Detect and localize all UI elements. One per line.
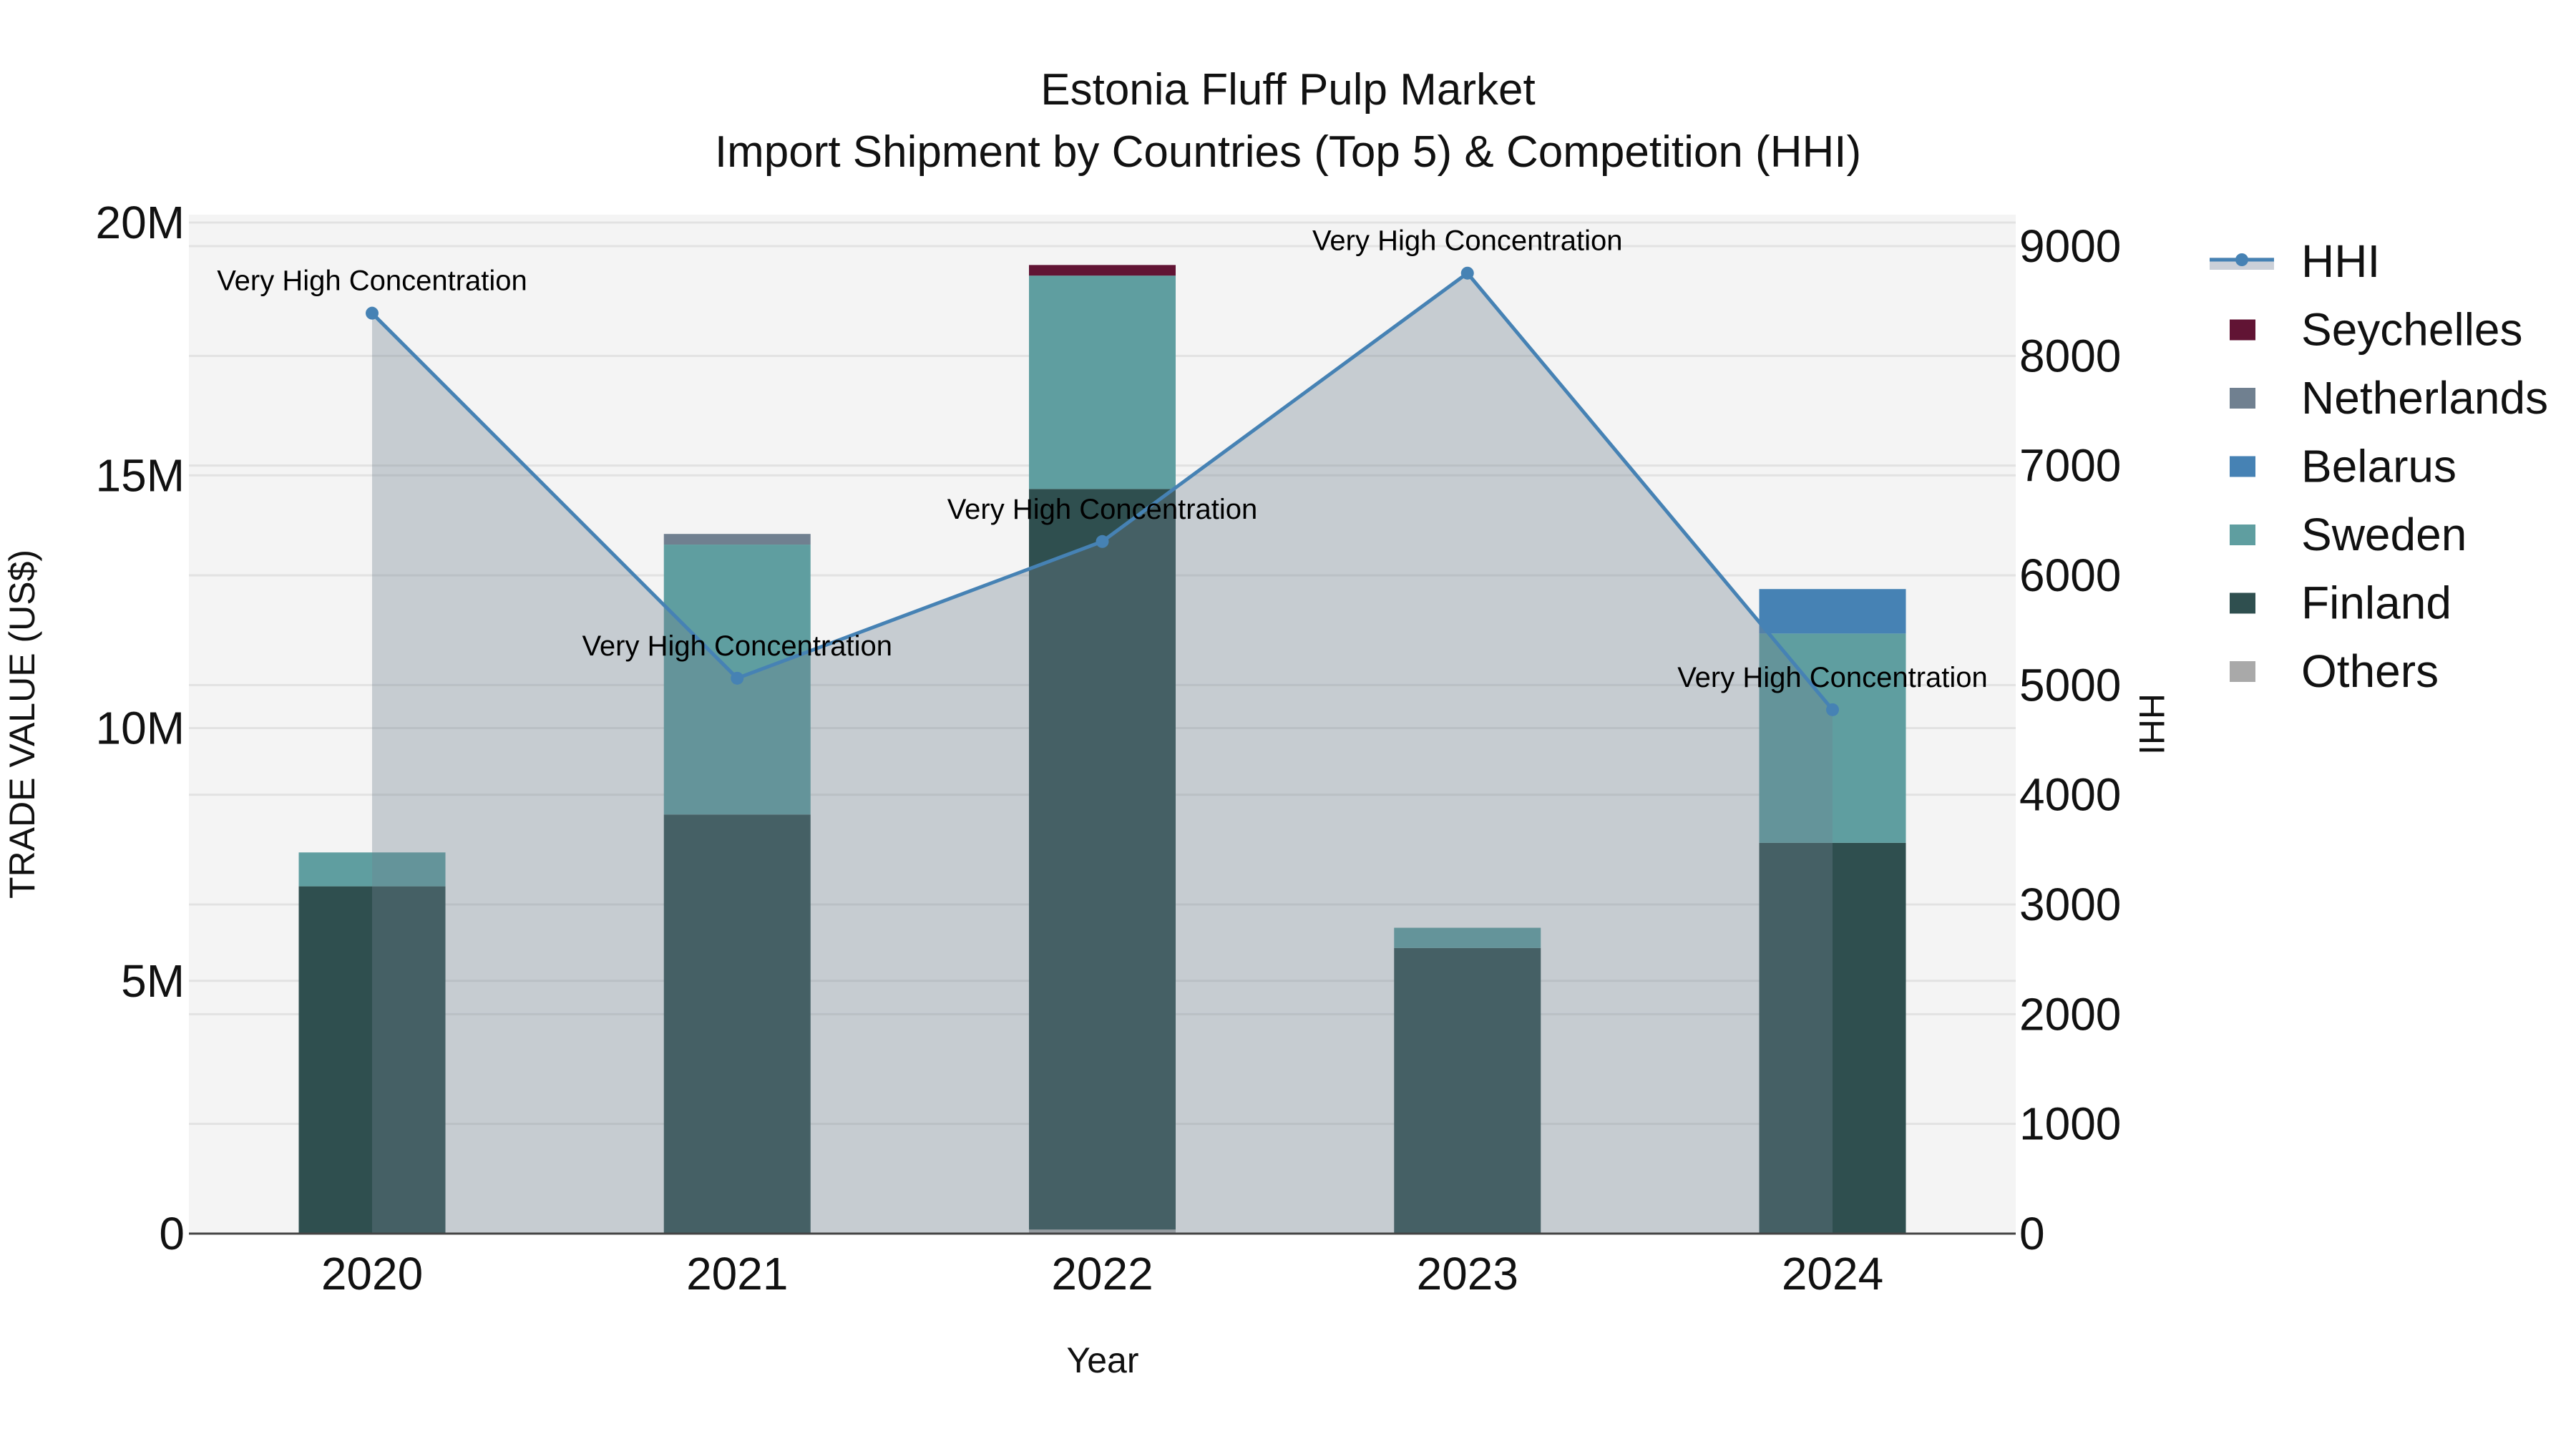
x-tick-label: 2022 [1051, 1248, 1153, 1299]
y-tick-label: 5M [121, 955, 185, 1007]
y2-tick-label: 3000 [2019, 879, 2121, 930]
y-tick-label: 10M [96, 703, 185, 754]
legend-label: Seychelles [2301, 304, 2523, 356]
bar-sweden-2020[interactable] [298, 852, 446, 887]
bar-sweden-2022[interactable] [1029, 275, 1176, 489]
hhi-marker-2022[interactable] [1096, 535, 1109, 548]
bar-others-2022[interactable] [1029, 1229, 1176, 1234]
bar-seychelles-2022[interactable] [1029, 265, 1176, 276]
x-tick-label: 2024 [1782, 1248, 1883, 1299]
y2-tick-label: 6000 [2019, 550, 2121, 601]
x-tick-label: 2023 [1417, 1248, 1518, 1299]
bar-belarus-2024[interactable] [1759, 589, 1906, 634]
y2-axis-title: HHI [2132, 693, 2172, 755]
hhi-marker-2024[interactable] [1826, 703, 1839, 716]
y2-tick-label: 2000 [2019, 988, 2121, 1040]
y2-tick-label: 8000 [2019, 330, 2121, 381]
bar-finland-2024[interactable] [1759, 842, 1906, 1234]
legend-marker-icon [2235, 253, 2248, 266]
bar-finland-2021[interactable] [663, 814, 811, 1234]
bars [298, 265, 1906, 1234]
x-axis-title: Year [1066, 1340, 1138, 1380]
hhi-annotation: Very High Concentration [1312, 225, 1623, 257]
legend-item-seychelles[interactable]: Seychelles [2230, 304, 2523, 356]
legend-item-sweden[interactable]: Sweden [2230, 509, 2467, 560]
y2-tick-label: 0 [2019, 1208, 2045, 1259]
x-axis-ticks: 2020 2021 2022 2023 2024 [321, 1248, 1883, 1299]
x-tick-label: 2021 [686, 1248, 788, 1299]
y-tick-label: 15M [96, 449, 185, 501]
legend-label: Netherlands [2301, 372, 2548, 424]
legend-item-hhi[interactable]: HHI [2210, 235, 2380, 287]
bar-netherlands-2021[interactable] [663, 534, 811, 545]
legend-item-netherlands[interactable]: Netherlands [2230, 372, 2548, 424]
annotations: Very High Concentration Very High Concent… [217, 225, 1988, 693]
hhi-marker-2020[interactable] [366, 306, 379, 320]
hhi-annotation: Very High Concentration [582, 630, 892, 662]
legend-swatch-icon [2230, 456, 2255, 477]
y2-axis-ticks: 0 1000 2000 3000 4000 5000 6000 7000 8000 9000 [2019, 220, 2121, 1259]
legend-swatch-icon [2230, 388, 2255, 409]
hhi-marker-2023[interactable] [1460, 266, 1474, 280]
hhi-marker-2021[interactable] [731, 671, 744, 685]
legend: HHI Seychelles Netherlands Belarus Sweden Fin… [2210, 235, 2548, 697]
chart-title: Estonia Fluff Pulp Market [1040, 65, 1536, 114]
y2-tick-label: 9000 [2019, 220, 2121, 272]
y2-tick-label: 1000 [2019, 1098, 2121, 1150]
legend-label: Finland [2301, 577, 2451, 629]
bar-finland-2023[interactable] [1394, 947, 1541, 1234]
legend-item-belarus[interactable]: Belarus [2230, 441, 2457, 492]
x-tick-label: 2020 [321, 1248, 423, 1299]
legend-item-finland[interactable]: Finland [2230, 577, 2451, 629]
bar-finland-2020[interactable] [298, 886, 446, 1234]
legend-label: Others [2301, 645, 2439, 697]
legend-swatch-icon [2230, 319, 2255, 341]
bar-sweden-2023[interactable] [1394, 927, 1541, 948]
chart-subtitle: Import Shipment by Countries (Top 5) & C… [715, 127, 1861, 177]
y2-tick-label: 5000 [2019, 659, 2121, 711]
y-tick-label: 20M [96, 197, 185, 248]
hhi-annotation: Very High Concentration [217, 265, 527, 297]
y-axis-title: TRADE VALUE (US$) [2, 550, 42, 899]
legend-swatch-icon [2230, 592, 2255, 614]
y-axis-ticks: 0 5M 10M 15M 20M [96, 197, 185, 1259]
bar-sweden-2024[interactable] [1759, 633, 1906, 843]
hhi-area [372, 273, 1833, 1234]
bar-finland-2022[interactable] [1029, 489, 1176, 1230]
y2-tick-label: 4000 [2019, 769, 2121, 821]
legend-swatch-icon [2230, 525, 2255, 545]
hhi-annotation: Very High Concentration [1677, 662, 1988, 693]
hhi-annotation: Very High Concentration [947, 494, 1258, 525]
legend-label: HHI [2301, 235, 2380, 287]
legend-label: Belarus [2301, 441, 2457, 492]
y-tick-label: 0 [159, 1208, 185, 1259]
legend-label: Sweden [2301, 509, 2467, 560]
legend-swatch-icon [2230, 661, 2255, 682]
hhi-series [366, 266, 1839, 1234]
y2-tick-label: 7000 [2019, 440, 2121, 492]
legend-item-others[interactable]: Others [2230, 645, 2439, 697]
